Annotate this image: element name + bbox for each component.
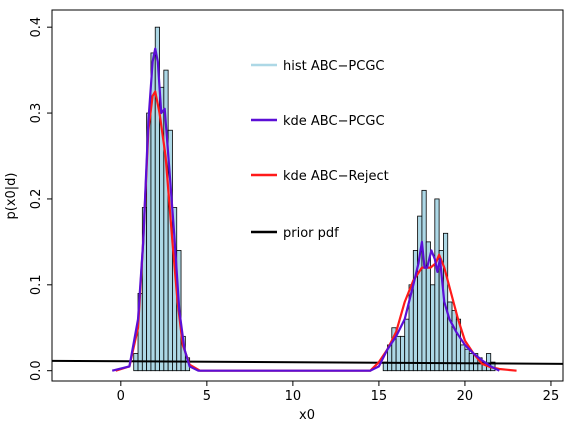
x-axis-label: x0 (299, 408, 315, 423)
y-tick-label: 0.4 (29, 17, 44, 38)
histogram-bar (468, 353, 474, 372)
y-axis-label: p(x0|d) (4, 173, 19, 220)
histogram-bar (434, 198, 440, 372)
y-tick-label: 0.0 (29, 360, 44, 381)
histogram (133, 26, 496, 372)
legend: hist ABC−PCGC kde ABC−PCGC kde ABC−Reject p… (251, 59, 389, 241)
x-tick-label: 10 (285, 389, 302, 404)
x-axis: 0 5 10 15 20 25 (117, 381, 560, 404)
x-tick-label: 20 (457, 389, 474, 404)
y-tick-label: 0.3 (29, 103, 44, 124)
y-tick-label: 0.1 (29, 274, 44, 295)
series-line-prior-pdf (51, 359, 564, 365)
density-curves (51, 47, 564, 372)
histogram-bar (417, 215, 423, 372)
legend-label: hist ABC−PCGC (283, 59, 384, 74)
histogram-bar (421, 189, 427, 372)
legend-label: kde ABC−PCGC (283, 114, 385, 129)
series-line-kde-abc-pcgc (111, 47, 500, 372)
plot-frame (51, 9, 564, 382)
histogram-bar (400, 335, 406, 372)
legend-label: kde ABC−Reject (283, 169, 389, 184)
histogram-bar (464, 348, 470, 372)
y-axis: 0.0 0.1 0.2 0.3 0.4 (29, 17, 52, 381)
histogram-bar (395, 335, 401, 372)
x-tick-label: 0 (117, 389, 125, 404)
histogram-bar (430, 284, 436, 372)
histogram-bar (460, 344, 466, 372)
y-tick-label: 0.2 (29, 189, 44, 210)
x-tick-label: 25 (543, 389, 560, 404)
histogram-bar (451, 310, 457, 372)
x-tick-label: 15 (371, 389, 388, 404)
legend-label: prior pdf (283, 226, 339, 241)
x-tick-label: 5 (203, 389, 211, 404)
